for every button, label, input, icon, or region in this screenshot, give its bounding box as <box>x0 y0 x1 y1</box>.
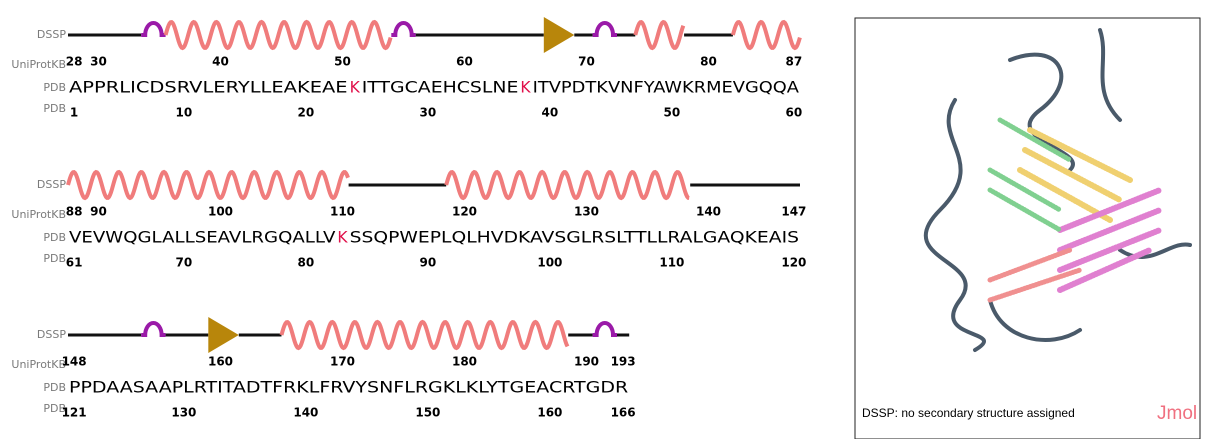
uniprot-tick: 190 <box>574 355 599 369</box>
dssp-turn <box>593 323 617 335</box>
uniprot-tick: 193 <box>611 355 636 369</box>
sequence: SSQPWEPLQLHVDKAVSGLRSLTTLLRALGAQKEAIS <box>350 228 799 247</box>
pdb-tick: 20 <box>298 106 315 120</box>
dssp-label: DSSP <box>37 328 66 341</box>
sequence-viewer: DSSP: no secondary structure assigned Jm… <box>0 0 1209 439</box>
uniprot-tick: 30 <box>90 55 107 69</box>
uniprot-tick: 80 <box>700 55 717 69</box>
pdb-label: PDB <box>43 381 66 394</box>
dssp-helix <box>635 22 683 48</box>
jmol-logo: Jmol <box>1157 403 1197 424</box>
pdb-tick: 10 <box>176 106 193 120</box>
pdb-tick: 30 <box>420 106 437 120</box>
uniprot-tick: 60 <box>456 55 473 69</box>
sequence: ITVPDTKVNFYAWKRMEVGQQA <box>533 78 799 97</box>
uniprot-tick: 120 <box>452 205 477 219</box>
dssp-turn <box>141 23 165 35</box>
dssp-helix <box>446 172 689 198</box>
pdb-tick: 60 <box>786 106 803 120</box>
dssp-label: DSSP <box>37 178 66 191</box>
dssp-strand <box>544 17 575 53</box>
pdb-tick: 70 <box>176 256 193 270</box>
uniprot-tick: 28 <box>66 55 83 69</box>
pdb-tick: 140 <box>293 406 318 420</box>
uniprot-tick: 70 <box>578 55 595 69</box>
sequence: K <box>350 78 361 97</box>
dssp-label: DSSP <box>37 28 66 41</box>
uniprot-tick: 40 <box>212 55 229 69</box>
pdb-label: PDB <box>43 102 66 115</box>
dssp-turn <box>391 23 415 35</box>
uniprot-tick: 50 <box>334 55 351 69</box>
pdb-tick: 50 <box>664 106 681 120</box>
pdb-label: PDB <box>43 231 66 244</box>
pdb-tick: 120 <box>781 256 806 270</box>
pdb-tick: 130 <box>171 406 196 420</box>
dssp-helix <box>68 172 348 198</box>
jmol-panel <box>855 18 1200 439</box>
pdb-label: PDB <box>43 81 66 94</box>
uniprot-tick: 147 <box>781 205 806 219</box>
uniprot-label: UniProtKB <box>11 208 66 221</box>
pdb-tick: 80 <box>298 256 315 270</box>
uniprot-tick: 100 <box>208 205 233 219</box>
uniprot-label: UniProtKB <box>11 58 66 71</box>
uniprot-tick: 130 <box>574 205 599 219</box>
pdb-tick: 40 <box>542 106 559 120</box>
sequence: PPDAASAAPLRTITADTFRKLFRVYSNFLRGKLKLYTGEA… <box>69 378 628 397</box>
sequence: K <box>337 228 348 247</box>
uniprot-tick: 88 <box>66 205 83 219</box>
dssp-helix <box>166 22 391 48</box>
sequence: K <box>520 78 531 97</box>
pdb-tick: 121 <box>62 406 87 420</box>
pdb-tick: 61 <box>66 256 83 270</box>
pdb-tick: 110 <box>659 256 684 270</box>
dssp-strand <box>208 317 239 353</box>
sequence: APPRLICDSRVLERYLLEAKEAE <box>69 78 348 97</box>
uniprot-tick: 110 <box>330 205 355 219</box>
uniprot-tick: 148 <box>62 355 87 369</box>
dssp-turn <box>141 323 165 335</box>
uniprot-tick: 87 <box>786 55 803 69</box>
uniprot-tick: 90 <box>90 205 107 219</box>
pdb-tick: 90 <box>420 256 437 270</box>
uniprot-tick: 160 <box>208 355 233 369</box>
pdb-label: PDB <box>43 252 66 265</box>
uniprot-label: UniProtKB <box>11 358 66 371</box>
jmol-caption: DSSP: no secondary structure assigned <box>862 406 1075 420</box>
uniprot-tick: 180 <box>452 355 477 369</box>
page: DSSP: no secondary structure assigned Jm… <box>0 0 1209 439</box>
dssp-turn <box>593 23 617 35</box>
sequence: VEVWQGLALLSEAVLRGQALLV <box>69 228 335 247</box>
dssp-helix <box>282 322 568 348</box>
pdb-tick: 100 <box>537 256 562 270</box>
uniprot-tick: 140 <box>696 205 721 219</box>
pdb-tick: 1 <box>70 106 78 120</box>
dssp-helix <box>733 22 800 48</box>
sequence: ITTGCAEHCSLNE <box>362 78 519 97</box>
pdb-tick: 160 <box>537 406 562 420</box>
uniprot-tick: 170 <box>330 355 355 369</box>
pdb-tick: 166 <box>611 406 636 420</box>
pdb-tick: 150 <box>415 406 440 420</box>
